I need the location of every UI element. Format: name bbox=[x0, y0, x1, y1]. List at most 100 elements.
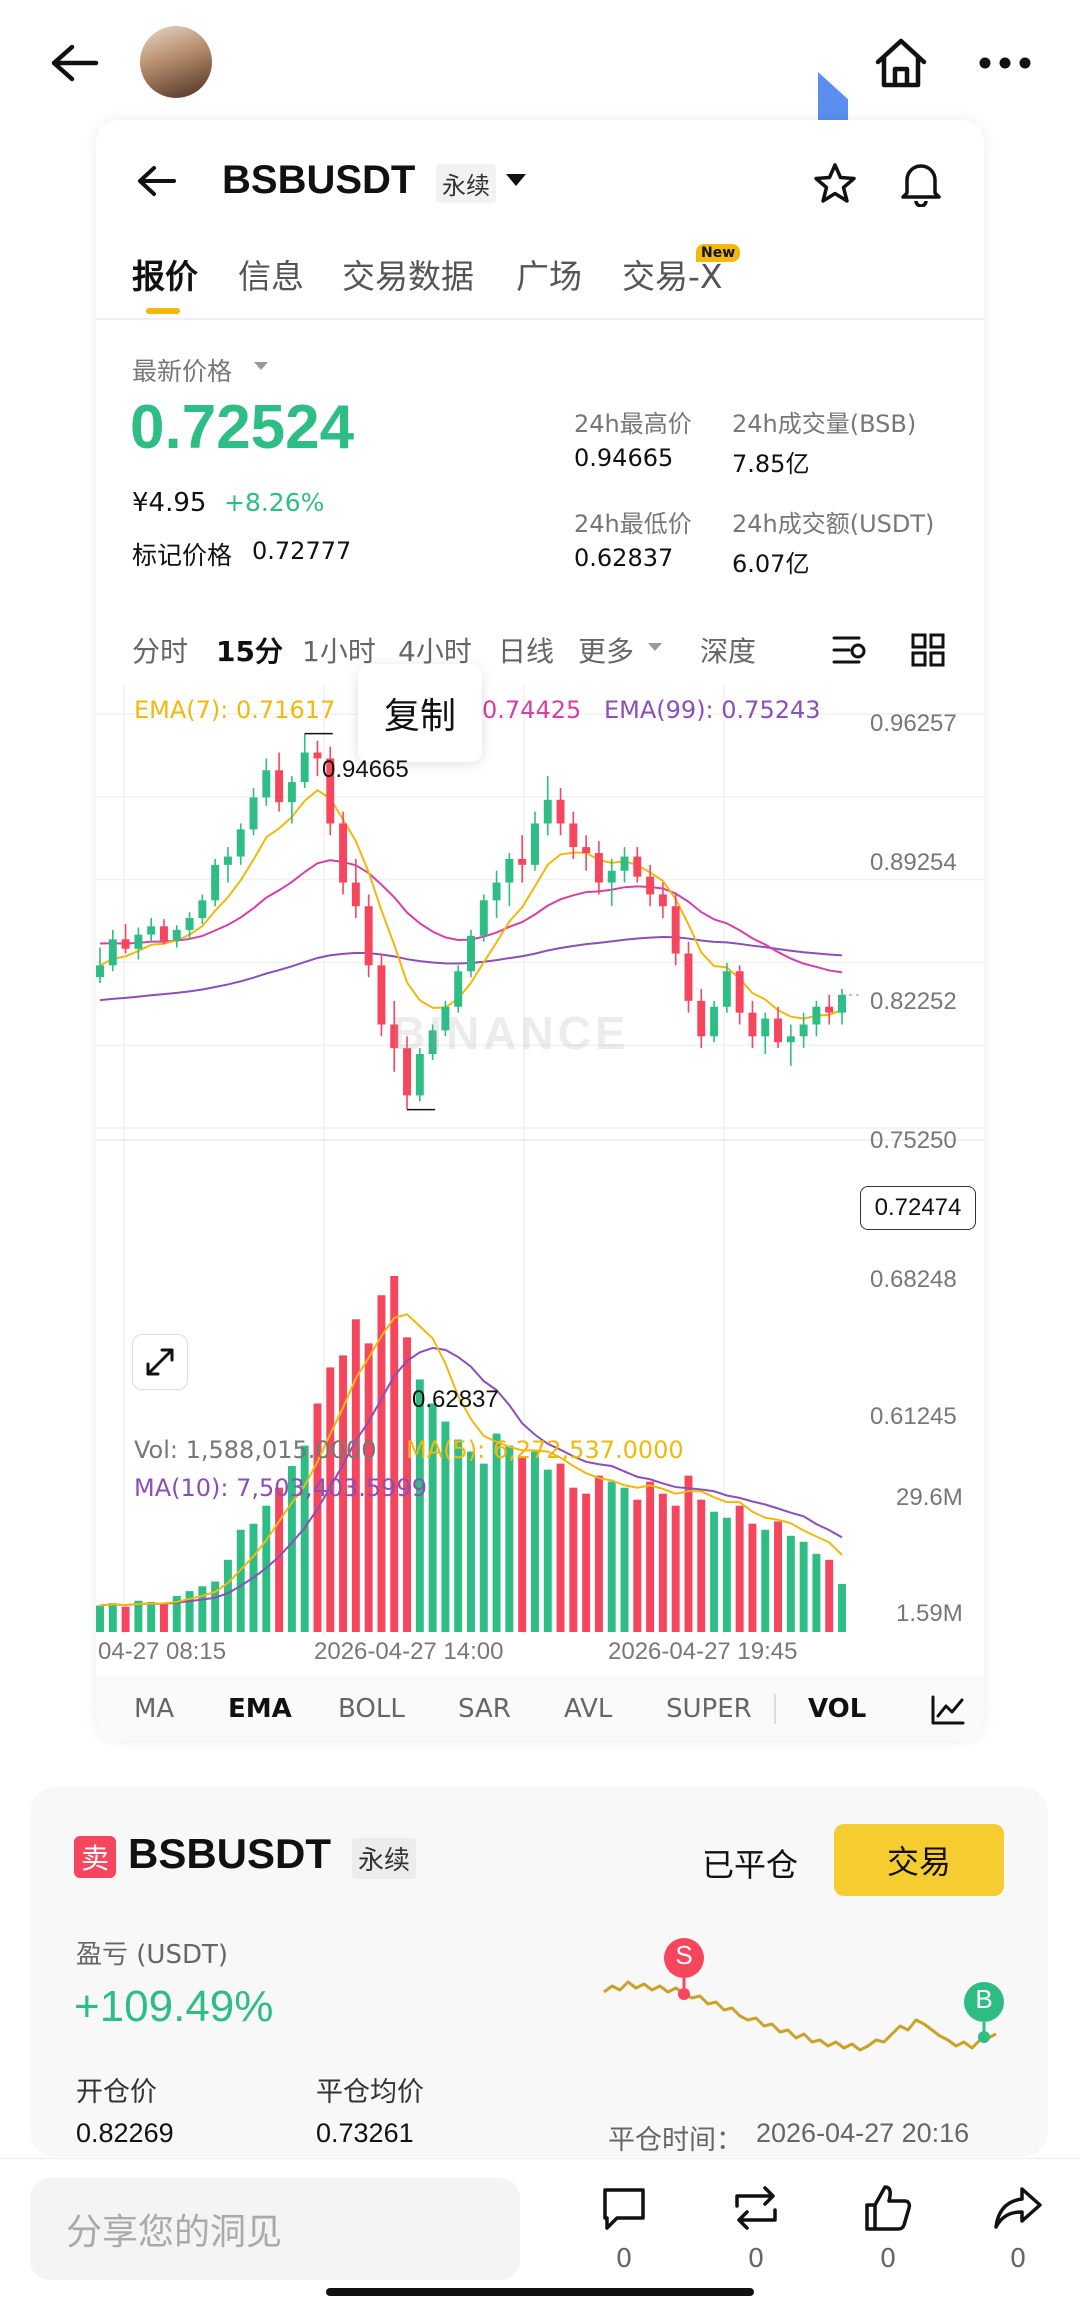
sell-marker bbox=[664, 1938, 704, 1978]
candle bbox=[467, 935, 475, 972]
volume-bar bbox=[684, 1475, 693, 1632]
indicator-boll[interactable]: BOLL bbox=[338, 1694, 405, 1724]
y-tick-label: 0.61245 bbox=[870, 1403, 957, 1430]
close-time-label: 平仓时间： bbox=[608, 2125, 743, 2156]
low-24h-value: 0.62837 bbox=[574, 544, 674, 572]
repost-icon[interactable] bbox=[728, 2180, 784, 2236]
tab-trade-x[interactable]: 交易-X bbox=[622, 257, 723, 296]
ma10-vol-label: MA(10): 7,503,403.5999 bbox=[134, 1474, 427, 1502]
indicator-super[interactable]: SUPER bbox=[666, 1694, 752, 1724]
vol-tick-label: 1.59M bbox=[896, 1600, 963, 1627]
interval-timeline[interactable]: 分时 bbox=[132, 635, 189, 668]
interval-depth[interactable]: 深度 bbox=[700, 635, 757, 668]
candle bbox=[326, 758, 335, 824]
x-tick-label: 2026-04-27 14:00 bbox=[314, 1638, 504, 1665]
volume-bar bbox=[211, 1581, 220, 1632]
volume-bar bbox=[313, 1403, 322, 1632]
mark-price-label: 标记价格 bbox=[132, 541, 233, 570]
interval-4h[interactable]: 4小时 bbox=[398, 635, 472, 668]
candle bbox=[236, 829, 245, 857]
volume-bar bbox=[147, 1601, 156, 1632]
buy-marker bbox=[964, 1982, 1004, 2022]
more-icon[interactable] bbox=[970, 40, 1040, 86]
volume-bar bbox=[671, 1505, 680, 1632]
tab-trading-data[interactable]: 交易数据 bbox=[342, 257, 474, 296]
like-icon[interactable] bbox=[860, 2180, 916, 2236]
candle bbox=[838, 994, 846, 1013]
candle bbox=[582, 847, 591, 854]
symbol-title[interactable]: BSBUSDT bbox=[222, 158, 416, 202]
interval-1h[interactable]: 1小时 bbox=[302, 635, 376, 668]
candle bbox=[96, 965, 104, 978]
volume-bar bbox=[786, 1535, 795, 1632]
bell-icon[interactable] bbox=[896, 156, 946, 210]
back-arrow-icon[interactable] bbox=[40, 28, 110, 98]
current-price-tag: 0.72474 bbox=[860, 1186, 976, 1230]
candle bbox=[415, 1054, 424, 1096]
indicator-sar[interactable]: SAR bbox=[458, 1694, 511, 1724]
volume-bar bbox=[326, 1367, 335, 1632]
volume-bar bbox=[825, 1559, 834, 1632]
more-dropdown-icon[interactable] bbox=[648, 643, 662, 651]
interval-15m[interactable]: 15分 bbox=[216, 635, 283, 668]
volume-bar bbox=[441, 1421, 450, 1632]
volume-bar bbox=[543, 1469, 552, 1632]
indicator-ma[interactable]: MA bbox=[134, 1694, 175, 1724]
comment-count: 0 bbox=[615, 2244, 633, 2274]
candlestick-chart[interactable] bbox=[96, 686, 984, 1666]
home-icon[interactable] bbox=[868, 30, 934, 96]
indicator-vol[interactable]: VOL bbox=[808, 1694, 867, 1724]
volume-bar bbox=[377, 1295, 386, 1632]
volume-bar bbox=[185, 1591, 194, 1632]
candle bbox=[774, 1018, 783, 1043]
candle bbox=[339, 823, 348, 883]
volume-bar bbox=[351, 1319, 360, 1632]
ma5-vol-label: MA(5): 6,272,537.0000 bbox=[406, 1436, 684, 1464]
candle bbox=[147, 926, 156, 935]
fullscreen-icon[interactable] bbox=[132, 1334, 188, 1390]
comment-icon[interactable] bbox=[596, 2180, 652, 2236]
share-insight-input[interactable]: 分享您的洞见 bbox=[30, 2178, 520, 2280]
symbol-dropdown-icon[interactable] bbox=[506, 174, 526, 186]
vol-tick-label: 29.6M bbox=[896, 1484, 963, 1511]
volume-bar bbox=[198, 1586, 207, 1632]
volume-bar bbox=[697, 1499, 706, 1632]
indicator-avl[interactable]: AVL bbox=[564, 1694, 613, 1724]
last-price-label: 最新价格 bbox=[132, 357, 233, 386]
avatar[interactable] bbox=[140, 26, 212, 98]
tab-quote[interactable]: 报价 bbox=[132, 257, 198, 296]
chart-settings-icon[interactable] bbox=[828, 628, 872, 672]
candle bbox=[556, 799, 565, 824]
cny-price: ¥4.95 bbox=[132, 488, 207, 518]
interval-1d[interactable]: 日线 bbox=[498, 635, 555, 668]
volume-bar bbox=[633, 1499, 642, 1632]
copy-popup[interactable]: 复制 bbox=[358, 664, 482, 762]
candle bbox=[441, 1006, 450, 1031]
candle bbox=[223, 856, 232, 865]
trade-button[interactable]: 交易 bbox=[834, 1824, 1004, 1896]
interval-more[interactable]: 更多 bbox=[578, 635, 635, 668]
indicator-settings-icon[interactable] bbox=[926, 1690, 970, 1730]
volume-bar bbox=[646, 1481, 655, 1632]
volume-bar bbox=[518, 1457, 527, 1632]
star-icon[interactable] bbox=[810, 158, 860, 208]
repost-count: 0 bbox=[747, 2244, 765, 2274]
share-icon[interactable] bbox=[990, 2180, 1046, 2236]
indicator-divider bbox=[774, 1694, 776, 1724]
volume-bar bbox=[172, 1595, 181, 1632]
tab-square[interactable]: 广场 bbox=[516, 257, 582, 296]
open-price-value: 0.82269 bbox=[76, 2118, 174, 2148]
card-back-icon[interactable] bbox=[132, 156, 182, 206]
candle bbox=[505, 858, 514, 883]
volume-bar bbox=[710, 1511, 719, 1632]
price-label-dropdown-icon[interactable] bbox=[254, 362, 268, 370]
candle bbox=[377, 965, 386, 1025]
home-indicator bbox=[326, 2288, 754, 2296]
share-count: 0 bbox=[1009, 2244, 1027, 2274]
volume-bar bbox=[364, 1343, 373, 1632]
market-card[interactable]: BSBUSDT 永续 报价 信息 交易数据 广场 交易-X New 最新价格 0… bbox=[96, 120, 984, 1740]
indicator-ema[interactable]: EMA bbox=[228, 1694, 292, 1724]
layout-grid-icon[interactable] bbox=[906, 628, 950, 672]
volume-bar bbox=[236, 1529, 245, 1632]
tab-info[interactable]: 信息 bbox=[238, 257, 304, 296]
